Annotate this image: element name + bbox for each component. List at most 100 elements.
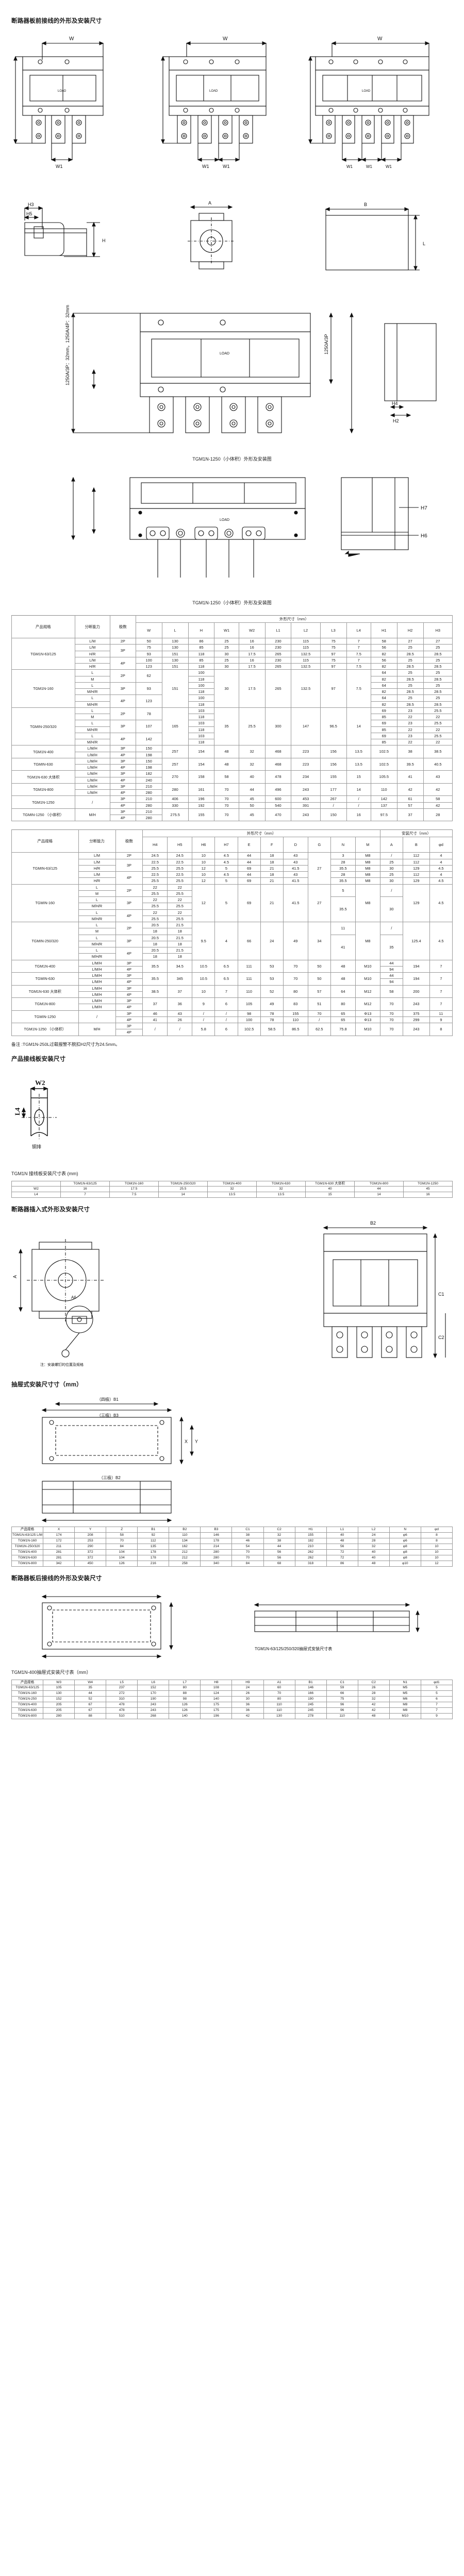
- cell-l4: 7.5: [346, 650, 371, 657]
- tt-col-header: TGM1N-630 大体积: [305, 1180, 355, 1187]
- cell-breaking: L/M: [74, 644, 110, 651]
- cell-h5: 18: [167, 940, 193, 948]
- cell-h6: 10.5: [192, 959, 216, 973]
- td-cell: 32: [357, 1543, 390, 1550]
- tp-cell: 26: [357, 1685, 390, 1691]
- cell-h5: 21.5: [167, 934, 193, 941]
- tp-cell: 32: [357, 1696, 390, 1703]
- label-copper-bar: 铜排: [32, 1144, 41, 1149]
- cell-g: 62.5: [307, 1023, 331, 1036]
- cell-l3: 156: [320, 757, 347, 771]
- cell-a: 30: [379, 877, 403, 885]
- label-three-pole-b3: （三极）B3: [97, 1413, 119, 1418]
- table-row: L 4P 20.5 21.5: [12, 946, 453, 960]
- cell-w: 93: [135, 682, 162, 696]
- table-row: TGM1N-400 281 372 104 178 212 280 70 56 262 72 40 φ8…: [11, 1549, 453, 1555]
- cell-h: 85: [188, 644, 215, 651]
- td-col-header: C1: [231, 1527, 264, 1533]
- tp-cell: M8: [389, 1707, 421, 1714]
- cell-l1: 600: [264, 795, 292, 803]
- cell-a: /: [379, 922, 403, 935]
- tt-col-header: TGM1N-800: [354, 1180, 404, 1187]
- cell-e: 44: [237, 852, 261, 859]
- col-d: D: [283, 837, 308, 853]
- cell-poles: 4P: [115, 1004, 143, 1011]
- tp-cell: M5: [389, 1685, 421, 1691]
- cell-spec: TGMIN-630: [11, 757, 75, 771]
- label-four-pole-b1: （四极）B1: [97, 1397, 119, 1402]
- td-cell: 281: [43, 1554, 75, 1561]
- tp-cell: 510: [106, 1713, 138, 1719]
- cell-breaking: L: [74, 720, 110, 727]
- tp-col-header: L6: [137, 1679, 170, 1686]
- cell-l: 151: [161, 650, 189, 657]
- cell-w: 50: [135, 637, 162, 645]
- cell-breaking: M: [74, 675, 110, 683]
- table-row: TGM1N-63/125 L/M 174 208 58 92 110 146 38 32 155 4…: [11, 1532, 453, 1539]
- drawing-3p-front: W W1 W1 LOAD: [160, 30, 304, 200]
- cell-h1: 82: [370, 701, 397, 708]
- cell-h: 100: [188, 694, 215, 702]
- tp-cell: 66: [326, 1690, 358, 1697]
- cell-g: 27: [307, 852, 331, 885]
- tp-cell: 130: [43, 1690, 75, 1697]
- tt-cell: 16: [403, 1192, 453, 1198]
- table-row: L 3P 20.5 21.5 41 35: [12, 934, 453, 960]
- cell-h3: 25.5: [423, 732, 453, 740]
- td-cell: TGM1N-160: [11, 1538, 44, 1544]
- tp-cell: 44: [74, 1690, 107, 1697]
- cell-m: M8: [355, 922, 380, 960]
- cell-l1: 478: [264, 770, 292, 784]
- cell-h6: 10: [192, 858, 216, 866]
- cell-n: 65: [330, 1016, 356, 1024]
- cell-l2: 115: [291, 637, 321, 645]
- cell-g: 34: [307, 922, 331, 960]
- tp-cell: 108: [200, 1685, 233, 1691]
- tt-cell: 16: [60, 1186, 110, 1193]
- cell-n: 65: [330, 1010, 356, 1017]
- td-cell: 318: [294, 1560, 327, 1567]
- td-cell: 162: [169, 1543, 201, 1550]
- cell-h: 118: [188, 650, 215, 657]
- td-cell: 253: [74, 1538, 107, 1544]
- cell-h4: 25.5: [142, 865, 168, 872]
- cell-l2: 243: [291, 808, 321, 822]
- td-cell: 104: [106, 1549, 138, 1555]
- dim-label-l4: L4: [13, 1107, 21, 1115]
- cell-w: 198: [135, 751, 162, 758]
- td-cell: 56: [326, 1543, 358, 1550]
- cell-φd: 4.5: [429, 922, 453, 960]
- cell-h2: 25: [396, 644, 424, 651]
- cell-poles: 4P: [109, 751, 136, 758]
- cell-l: 130: [161, 644, 189, 651]
- table-row: TGMIN-1250/3P 46 43//98 78 155 70 65 Φ13 70 375 11: [11, 1010, 453, 1023]
- cell-l2: 115: [291, 656, 321, 664]
- table-row: TGM1N-800 L/M/H 3P 37 36 9 6 105 49 83 51 80 M12 70 24…: [11, 997, 453, 1011]
- cell-spec: TGMIN-250/320: [11, 922, 79, 960]
- td-cell: 68: [263, 1560, 295, 1567]
- cell-breaking: H/R: [74, 663, 110, 670]
- cell-h2: 23: [396, 732, 424, 740]
- table-row: L 4P 22 22: [12, 909, 453, 922]
- tp-col-header: N1: [389, 1679, 421, 1686]
- tp-cell: 166: [294, 1690, 327, 1697]
- col-h1: H1: [370, 622, 397, 638]
- cell-breaking: L: [74, 682, 110, 689]
- cell-l2: 147: [291, 707, 321, 746]
- td-cell: 182: [294, 1538, 327, 1544]
- cell-w: 280: [135, 789, 162, 796]
- table-row: W2 16 17.5 25.5 32 32 40 44 45: [11, 1186, 453, 1193]
- cell-l4: 13.5: [346, 745, 371, 758]
- svg-text:LOAD: LOAD: [220, 518, 229, 522]
- td-cell: 208: [74, 1532, 107, 1539]
- cell-w: 142: [135, 732, 162, 746]
- col-l2: L2: [291, 622, 321, 638]
- cell-e: 44: [237, 871, 261, 878]
- cell-spec: TGM1N-400: [11, 745, 75, 758]
- cell-b: 375: [402, 1010, 430, 1017]
- cell-φd: 7: [429, 985, 453, 998]
- cell-l: 165: [161, 707, 189, 746]
- tp-cell: 96: [326, 1707, 358, 1714]
- svg-text:B: B: [364, 202, 367, 207]
